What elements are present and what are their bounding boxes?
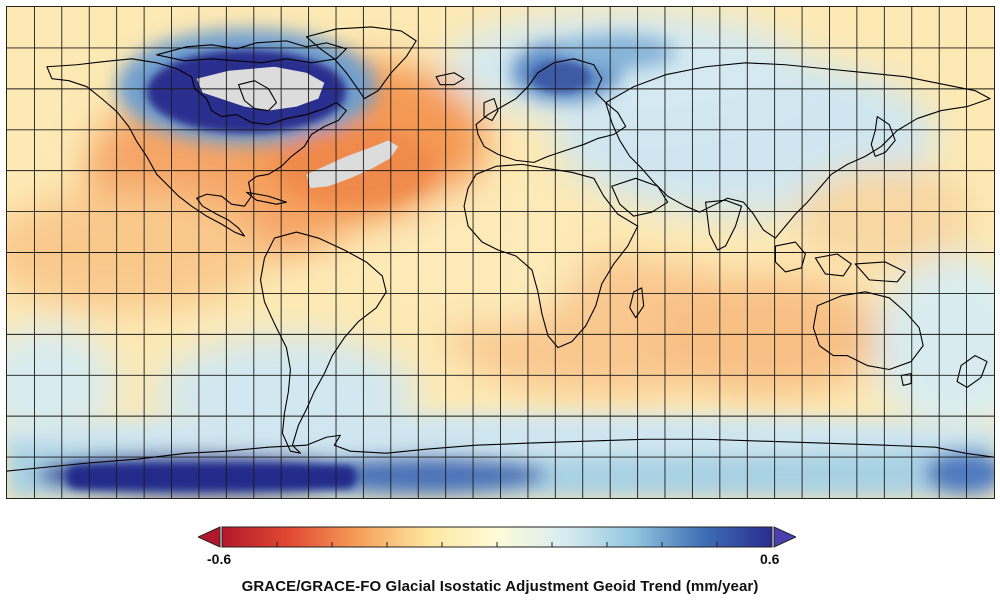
coastline-caribbean: [245, 191, 287, 205]
coastline-greenland: [305, 26, 417, 100]
map-title: GRACE/GRACE-FO Glacial Isostatic Adjustm…: [241, 578, 759, 595]
colorbar-max-label: 0.6: [760, 551, 780, 567]
coastline-asia: [605, 62, 991, 239]
coastline-antarctica: [7, 434, 994, 472]
coastline-hudson-bay: [237, 80, 278, 112]
colorbar-min-label: -0.6: [207, 551, 232, 567]
coastline-southeast-asia: [774, 241, 906, 283]
coastline-japan: [870, 116, 896, 157]
colorbar-ticks: [276, 542, 718, 547]
coastline-arctic-islands: [156, 40, 347, 64]
coastline-tasmania: [900, 372, 912, 387]
map-canvas: [7, 7, 994, 498]
coastline-arabia: [611, 177, 669, 217]
colorbar: [198, 526, 796, 548]
coastline-india: [705, 199, 743, 251]
coastline-madagascar: [629, 287, 645, 319]
coastline-africa: [463, 163, 639, 349]
graticule: [7, 7, 994, 498]
coastline-australia: [812, 291, 924, 371]
colorbar-min-arrow: [198, 526, 221, 548]
coastline-north-america: [46, 58, 347, 237]
coastline-new-zealand: [956, 355, 988, 388]
coastline-british-isles: [483, 98, 499, 122]
coastlines: [7, 26, 994, 472]
geoid-trend-map: [6, 6, 995, 499]
coastline-iceland: [435, 72, 465, 86]
colorbar-max-arrow: [773, 526, 796, 548]
masked-region-north-atlantic: [306, 140, 399, 189]
coastline-europe: [475, 58, 627, 163]
coastline-south-america: [259, 231, 387, 454]
